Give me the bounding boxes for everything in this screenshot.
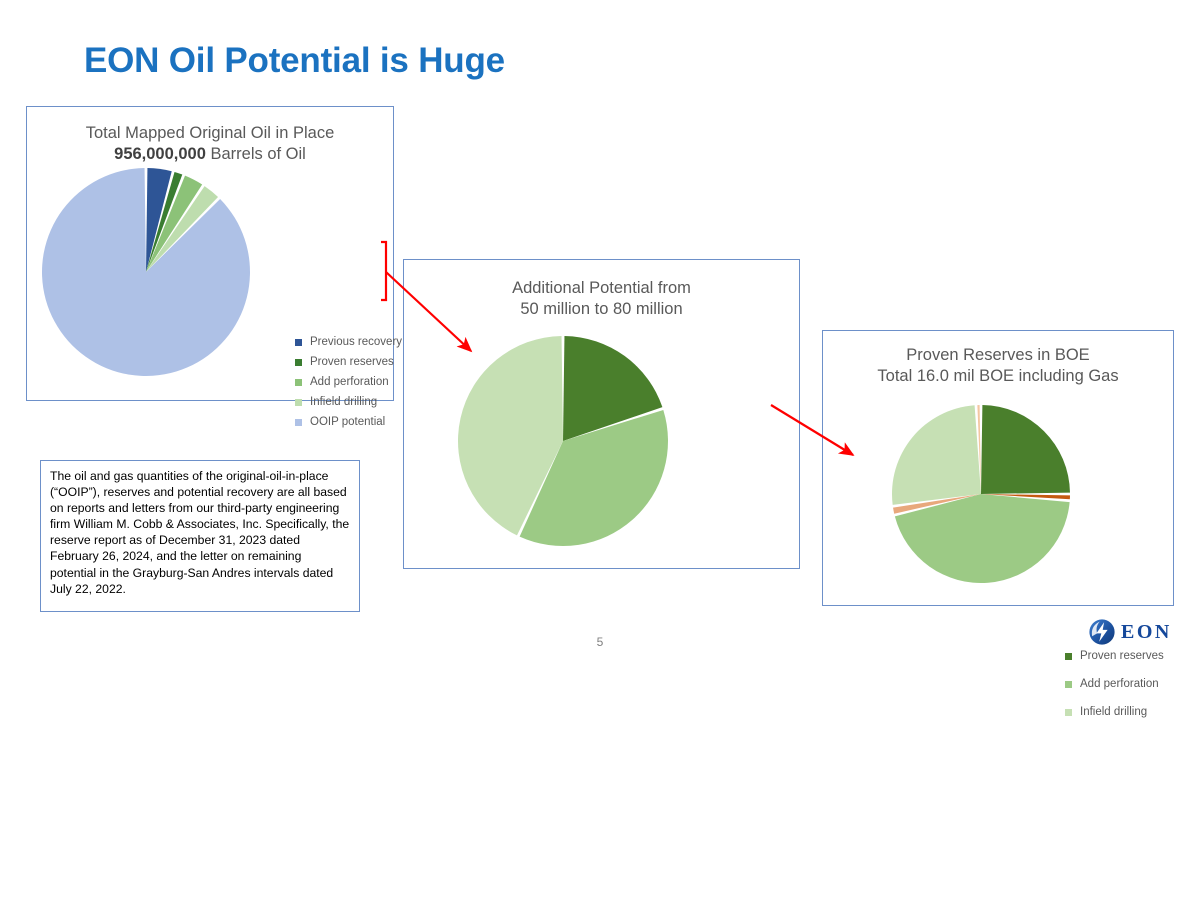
pie-slice	[146, 168, 172, 272]
legend-label: Add perforation	[1080, 678, 1159, 690]
boe-title-line2: Total 16.0 mil BOE including Gas	[877, 367, 1119, 386]
lightning-bolt-circle-icon	[1089, 619, 1115, 645]
pie-additional-svg	[458, 336, 668, 546]
pie-slice	[458, 336, 563, 536]
legend-label: Infield drilling	[310, 396, 378, 408]
eon-logo: EON	[1088, 618, 1172, 646]
pie-slice	[563, 336, 663, 441]
chart-panel-additional-potential: Additional Potential from 50 million to …	[403, 259, 1164, 718]
ooip-title-line2: 956,000,000 Barrels of Oil	[27, 144, 393, 165]
logo-text: EON	[1121, 620, 1172, 643]
additional-title-line2: 50 million to 80 million	[520, 300, 683, 319]
legend-item: OOIP potential	[295, 416, 402, 428]
pie-ooip-svg	[41, 168, 250, 376]
legend-swatch-icon	[295, 378, 302, 386]
pie-slice	[41, 168, 250, 376]
ooip-chart-title: Total Mapped Original Oil in Place 956,0…	[27, 123, 393, 165]
pie-slice	[146, 186, 219, 272]
page-number: 5	[596, 635, 604, 649]
page-title: EON Oil Potential is Huge	[84, 41, 505, 80]
legend-item: Add perforation	[295, 376, 402, 388]
pie-chart-additional-potential	[457, 335, 669, 547]
legend-label: Previous recovery	[310, 336, 403, 348]
legend-swatch-icon	[1065, 680, 1072, 688]
boe-title-line1: Proven Reserves in BOE	[906, 346, 1090, 364]
ooip-title-line1: Total Mapped Original Oil in Place	[85, 124, 335, 142]
chart-panel-ooip: Total Mapped Original Oil in Place 956,0…	[26, 106, 402, 428]
pie-slice	[146, 175, 203, 272]
ooip-barrels-value: 956,000,000	[114, 145, 206, 164]
legend-item: Infield drilling	[1065, 706, 1164, 718]
additional-chart-title: Additional Potential from 50 million to …	[404, 278, 799, 320]
legend-swatch-icon	[295, 418, 302, 426]
pie-slice	[977, 405, 981, 494]
additional-title-line1: Additional Potential from	[512, 279, 691, 297]
legend-swatch-icon	[1065, 708, 1072, 716]
boe-chart-title: Proven Reserves in BOE Total 16.0 mil BO…	[823, 345, 1173, 387]
pie-slice	[894, 494, 1070, 583]
legend-label: Proven reserves	[1080, 650, 1164, 662]
legend-swatch-icon	[295, 358, 302, 366]
pie-chart-ooip	[41, 167, 251, 377]
legend-item: Infield drilling	[295, 396, 402, 408]
pie-slice	[519, 409, 668, 546]
ooip-barrels-suffix: Barrels of Oil	[205, 145, 306, 164]
legend-item: Previous recovery	[295, 336, 402, 348]
legend-label: Proven reserves	[310, 356, 394, 368]
pie-slice	[981, 494, 1070, 500]
pie-slice	[981, 405, 1070, 494]
legend-swatch-icon	[295, 338, 302, 346]
pie-slice	[146, 171, 183, 272]
footnote-disclaimer: The oil and gas quantities of the origin…	[40, 460, 360, 612]
legend-item: Proven reserves	[295, 356, 402, 368]
pie-slice	[892, 405, 981, 505]
legend-item: Add perforation	[1065, 678, 1164, 690]
legend-label: Add perforation	[310, 376, 389, 388]
ooip-legend: Previous recovery Proven reserves Add perf…	[295, 336, 402, 436]
pie-boe-svg	[892, 405, 1070, 583]
legend-swatch-icon	[1065, 652, 1072, 660]
pie-slice	[893, 494, 981, 514]
pie-chart-proven-reserves-boe	[891, 404, 1071, 584]
legend-swatch-icon	[295, 398, 302, 406]
additional-legend: Proven reserves Add perforation Infield dr…	[1065, 650, 1164, 734]
legend-item: Proven reserves	[1065, 650, 1164, 662]
slide-canvas: EON Oil Potential is Huge Total Mapped O…	[26, 41, 1174, 718]
chart-panel-proven-reserves-boe: Proven Reserves in BOE Total 16.0 mil BO…	[822, 330, 1174, 606]
legend-label: Infield drilling	[1080, 706, 1148, 718]
legend-label: OOIP potential	[310, 416, 386, 428]
